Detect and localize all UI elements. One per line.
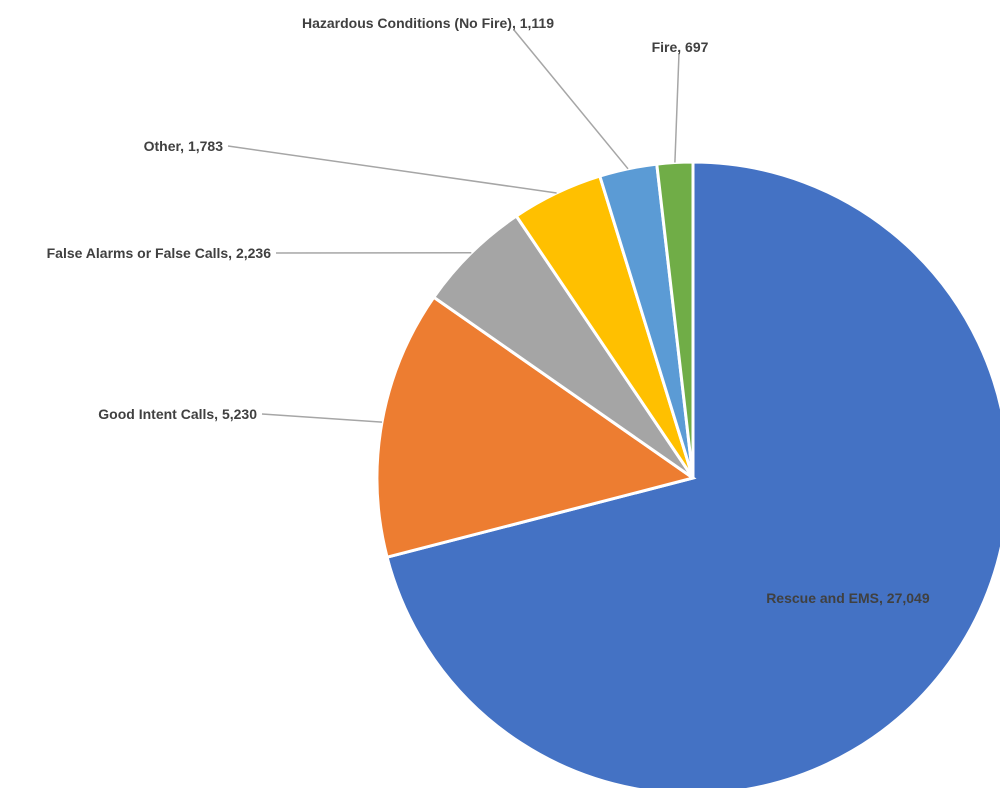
- data-label-false-alarms-or-false-calls: False Alarms or False Calls, 2,236: [47, 245, 272, 261]
- data-labels-layer: Rescue and EMS, 27,049 Good Intent Calls,…: [47, 15, 930, 606]
- pie-slice-fire: [655, 160, 695, 479]
- data-label-other: Other, 1,783: [144, 138, 224, 154]
- leader-line-hazardous-conditions-no-fire: [513, 29, 629, 170]
- leader-line-good-intent-calls: [261, 413, 383, 423]
- pie-slice-good-intent-calls: [375, 295, 697, 560]
- leader-lines-layer: [227, 29, 680, 423]
- leader-line-fire: [674, 52, 680, 163]
- data-label-fire: Fire, 697: [652, 39, 709, 55]
- slices-layer: [375, 160, 1000, 788]
- data-label-good-intent-calls: Good Intent Calls, 5,230: [98, 406, 257, 422]
- leader-line-other: [227, 145, 557, 194]
- data-label-hazardous-conditions-no-fire: Hazardous Conditions (No Fire), 1,119: [302, 15, 554, 31]
- data-label-rescue-and-ems: Rescue and EMS, 27,049: [766, 590, 930, 606]
